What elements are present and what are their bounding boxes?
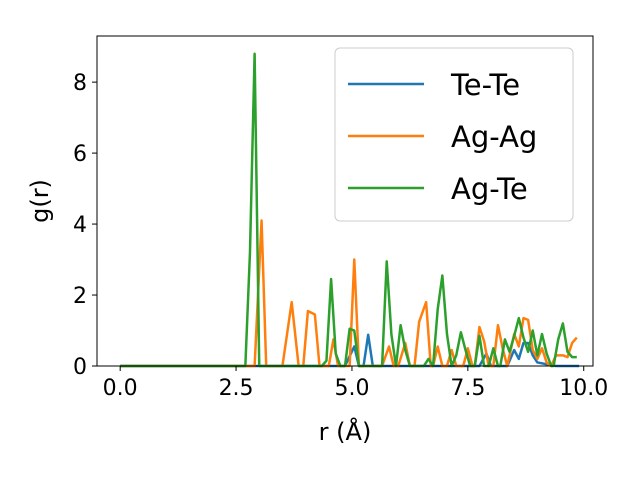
x-tick-label: 5.0 [334,376,369,401]
x-tick-label: 7.5 [450,376,485,401]
legend-label: Ag-Ag [451,120,537,154]
x-tick-label: 2.5 [219,376,254,401]
x-tick-label: 10.0 [559,376,608,401]
x-tick-label: 0.0 [103,376,138,401]
y-tick-label: 0 [73,355,87,380]
series-line-ag-ag [120,219,578,368]
legend: Te-Te Ag-Ag Ag-Te [334,47,574,222]
x-axis: 0.0 2.5 5.0 7.5 10.0 [103,366,608,401]
x-axis-label: r (Å) [319,417,372,446]
y-tick-label: 8 [73,71,87,96]
y-tick-label: 6 [73,142,87,167]
legend-label: Te-Te [450,68,520,102]
legend-label: Ag-Te [451,172,528,206]
y-axis: 0 2 4 6 8 [73,71,97,380]
y-tick-label: 4 [73,213,87,238]
y-tick-label: 2 [73,284,87,309]
y-axis-label: g(r) [26,179,54,223]
legend-box [334,47,574,222]
plot-frame [96,35,594,367]
